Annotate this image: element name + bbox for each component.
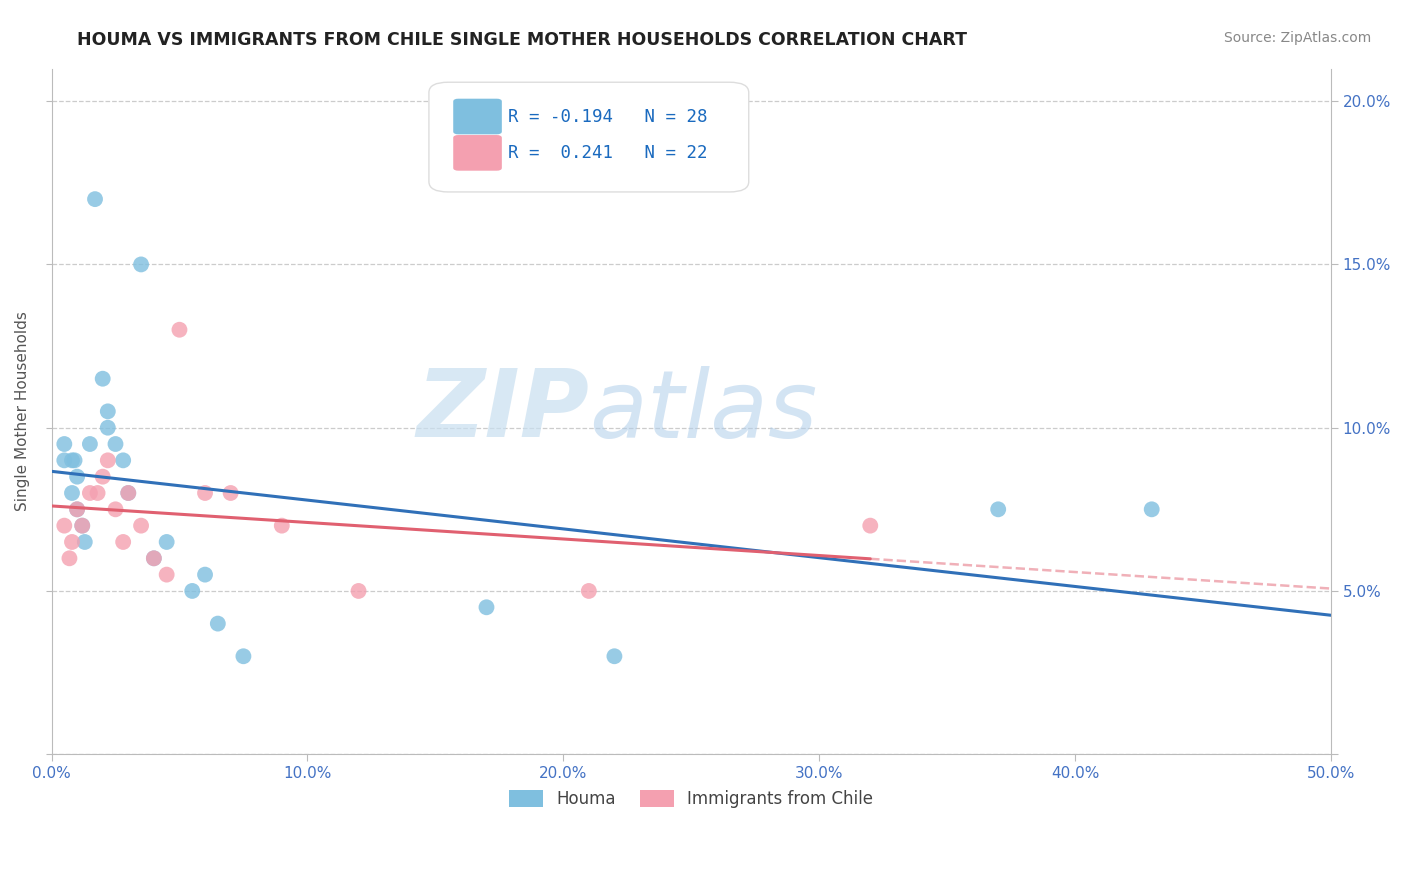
Point xyxy=(207,616,229,631)
Point xyxy=(156,535,179,549)
Point xyxy=(181,583,204,598)
Text: R = -0.194   N = 28: R = -0.194 N = 28 xyxy=(508,108,707,126)
Point xyxy=(73,535,96,549)
Point xyxy=(84,192,107,206)
Point xyxy=(53,437,76,451)
Point xyxy=(603,649,626,664)
Text: R =  0.241   N = 22: R = 0.241 N = 22 xyxy=(508,144,707,161)
Point xyxy=(117,486,139,500)
Point xyxy=(475,600,498,615)
Point xyxy=(232,649,254,664)
Point xyxy=(97,420,120,434)
Point xyxy=(117,486,139,500)
Point xyxy=(578,583,600,598)
Point xyxy=(60,486,83,500)
Point xyxy=(79,486,101,500)
Text: Source: ZipAtlas.com: Source: ZipAtlas.com xyxy=(1223,31,1371,45)
Point xyxy=(169,323,191,337)
Point xyxy=(66,469,89,483)
Point xyxy=(86,486,108,500)
Point xyxy=(129,518,152,533)
Text: HOUMA VS IMMIGRANTS FROM CHILE SINGLE MOTHER HOUSEHOLDS CORRELATION CHART: HOUMA VS IMMIGRANTS FROM CHILE SINGLE MO… xyxy=(77,31,967,49)
Point xyxy=(270,518,292,533)
Point xyxy=(60,535,83,549)
Point xyxy=(104,437,127,451)
Point xyxy=(194,567,217,582)
Text: ZIP: ZIP xyxy=(416,366,589,458)
Point xyxy=(58,551,80,566)
Point xyxy=(142,551,165,566)
Point xyxy=(219,486,242,500)
Point xyxy=(79,437,101,451)
Point xyxy=(347,583,370,598)
Point xyxy=(91,469,114,483)
FancyBboxPatch shape xyxy=(429,82,749,192)
Point xyxy=(53,453,76,467)
Point xyxy=(104,502,127,516)
Point xyxy=(129,257,152,271)
Point xyxy=(97,453,120,467)
Point xyxy=(194,486,217,500)
Point xyxy=(53,518,76,533)
Text: atlas: atlas xyxy=(589,366,817,457)
Point xyxy=(91,372,114,386)
Point xyxy=(859,518,882,533)
FancyBboxPatch shape xyxy=(453,135,502,170)
Point xyxy=(112,453,135,467)
Point xyxy=(142,551,165,566)
Legend: Houma, Immigrants from Chile: Houma, Immigrants from Chile xyxy=(502,783,880,814)
FancyBboxPatch shape xyxy=(453,99,502,135)
Point xyxy=(70,518,93,533)
Point xyxy=(1140,502,1163,516)
Y-axis label: Single Mother Households: Single Mother Households xyxy=(15,311,30,511)
Point xyxy=(156,567,179,582)
Point xyxy=(63,453,86,467)
Point xyxy=(60,453,83,467)
Point xyxy=(66,502,89,516)
Point xyxy=(987,502,1010,516)
Point xyxy=(112,535,135,549)
Point xyxy=(66,502,89,516)
Point xyxy=(97,404,120,418)
Point xyxy=(70,518,93,533)
